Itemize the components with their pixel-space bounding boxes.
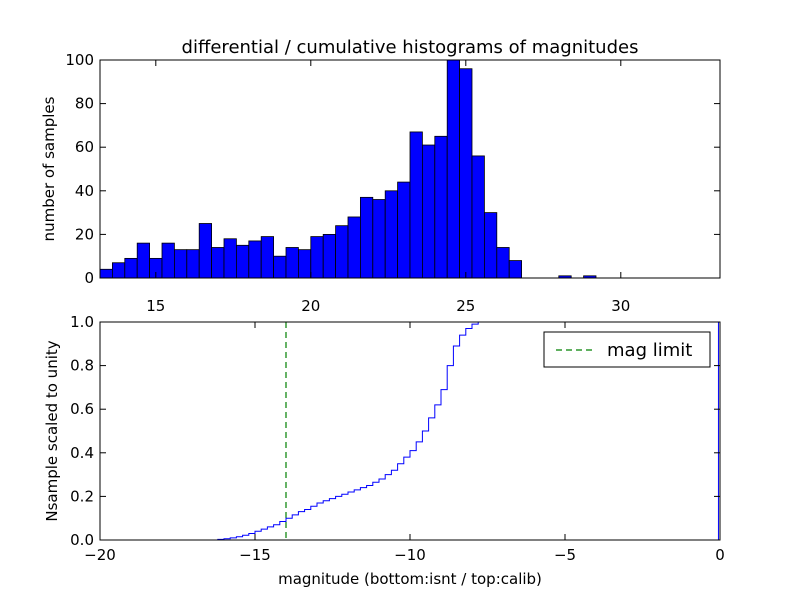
histogram-bar — [446, 59, 461, 279]
histogram-bar — [459, 68, 473, 279]
cumulative-frame — [99, 321, 721, 541]
histogram-bar — [421, 144, 436, 279]
histogram-x-ticks: 15 20 25 30 — [146, 60, 630, 315]
cumulative-x-axis-label: magnitude (bottom:isnt / top:calib) — [278, 570, 542, 588]
histogram-bar — [235, 244, 250, 279]
histogram-bar — [508, 260, 523, 279]
legend-mag-limit-label: mag limit — [607, 340, 692, 361]
histogram-y-tick-label: 20 — [75, 225, 94, 243]
histogram-x-tick-label: 15 — [146, 297, 165, 315]
histogram-y-tick-label: 0 — [84, 269, 94, 287]
cumulative-y-axis-label: Nsample scaled to unity — [43, 340, 61, 521]
histogram-bar — [483, 212, 498, 279]
histogram-bar — [409, 131, 423, 279]
histogram-bar — [112, 262, 126, 279]
histogram-bar — [161, 242, 175, 279]
histogram-x-tick-label: 25 — [456, 297, 475, 315]
histogram-y-tick-label: 80 — [75, 95, 94, 113]
histogram-bar — [173, 249, 188, 279]
histogram-bar — [136, 242, 150, 279]
histogram-frame — [99, 59, 721, 279]
histogram-bar — [335, 225, 349, 279]
histogram-x-tick-label: 30 — [611, 297, 630, 315]
histogram-bar — [297, 249, 312, 279]
histogram-x-tick-label: 20 — [301, 297, 320, 315]
histogram-bar — [310, 236, 324, 279]
cumulative-y-tick-label: 0.2 — [70, 487, 94, 505]
histogram-bar — [322, 233, 337, 279]
cumulative-y-tick-label: 0.0 — [70, 531, 94, 549]
cumulative-x-tick-label: −5 — [554, 546, 576, 564]
cumulative-x-tick-label: −15 — [239, 546, 271, 564]
cumulative-panel: −20 −15 −10 −5 0 0.0 0.2 0.4 0.6 0.8 1.0 magnitud… — [43, 313, 725, 588]
histogram-bar — [198, 223, 212, 279]
histogram-bar — [434, 135, 448, 279]
cumulative-y-tick-label: 0.6 — [70, 400, 94, 418]
histogram-bars — [99, 59, 597, 279]
histogram-bar — [359, 196, 374, 279]
histogram-bar — [211, 247, 225, 279]
cumulative-x-tick-label: 0 — [715, 546, 725, 564]
cumulative-x-tick-label: −20 — [84, 546, 116, 564]
histogram-bar — [260, 236, 275, 279]
histogram-bar — [372, 199, 386, 279]
histogram-bar — [99, 268, 113, 279]
cumulative-x-tick-label: −10 — [394, 546, 426, 564]
histogram-bar — [471, 155, 485, 279]
histogram-panel: 15 20 25 30 0 20 40 60 80 100 differential / cum… — [40, 37, 721, 315]
histogram-bar — [285, 247, 299, 279]
histogram-y-tick-label: 40 — [75, 182, 94, 200]
histogram-bar — [397, 181, 411, 279]
histogram-bar — [186, 249, 200, 279]
cumulative-y-tick-label: 0.4 — [70, 444, 94, 462]
cumulative-y-ticks: 0.0 0.2 0.4 0.6 0.8 1.0 — [70, 313, 720, 549]
chart-title: differential / cumulative histograms of … — [182, 37, 639, 58]
histogram-bar — [223, 238, 237, 279]
histogram-bar — [248, 240, 262, 279]
histogram-y-axis-label: number of samples — [40, 96, 58, 241]
legend: mag limit — [543, 331, 711, 368]
histogram-bar — [384, 190, 399, 279]
histogram-bar — [273, 255, 287, 279]
cumulative-step-line — [100, 321, 719, 541]
histogram-bar — [496, 247, 510, 279]
histogram-y-tick-label: 100 — [65, 51, 94, 69]
histogram-bar — [124, 257, 138, 279]
cumulative-y-tick-label: 0.8 — [70, 357, 94, 375]
cumulative-y-tick-label: 1.0 — [70, 313, 94, 331]
histogram-y-tick-label: 60 — [75, 138, 94, 156]
histogram-bar — [347, 216, 361, 279]
